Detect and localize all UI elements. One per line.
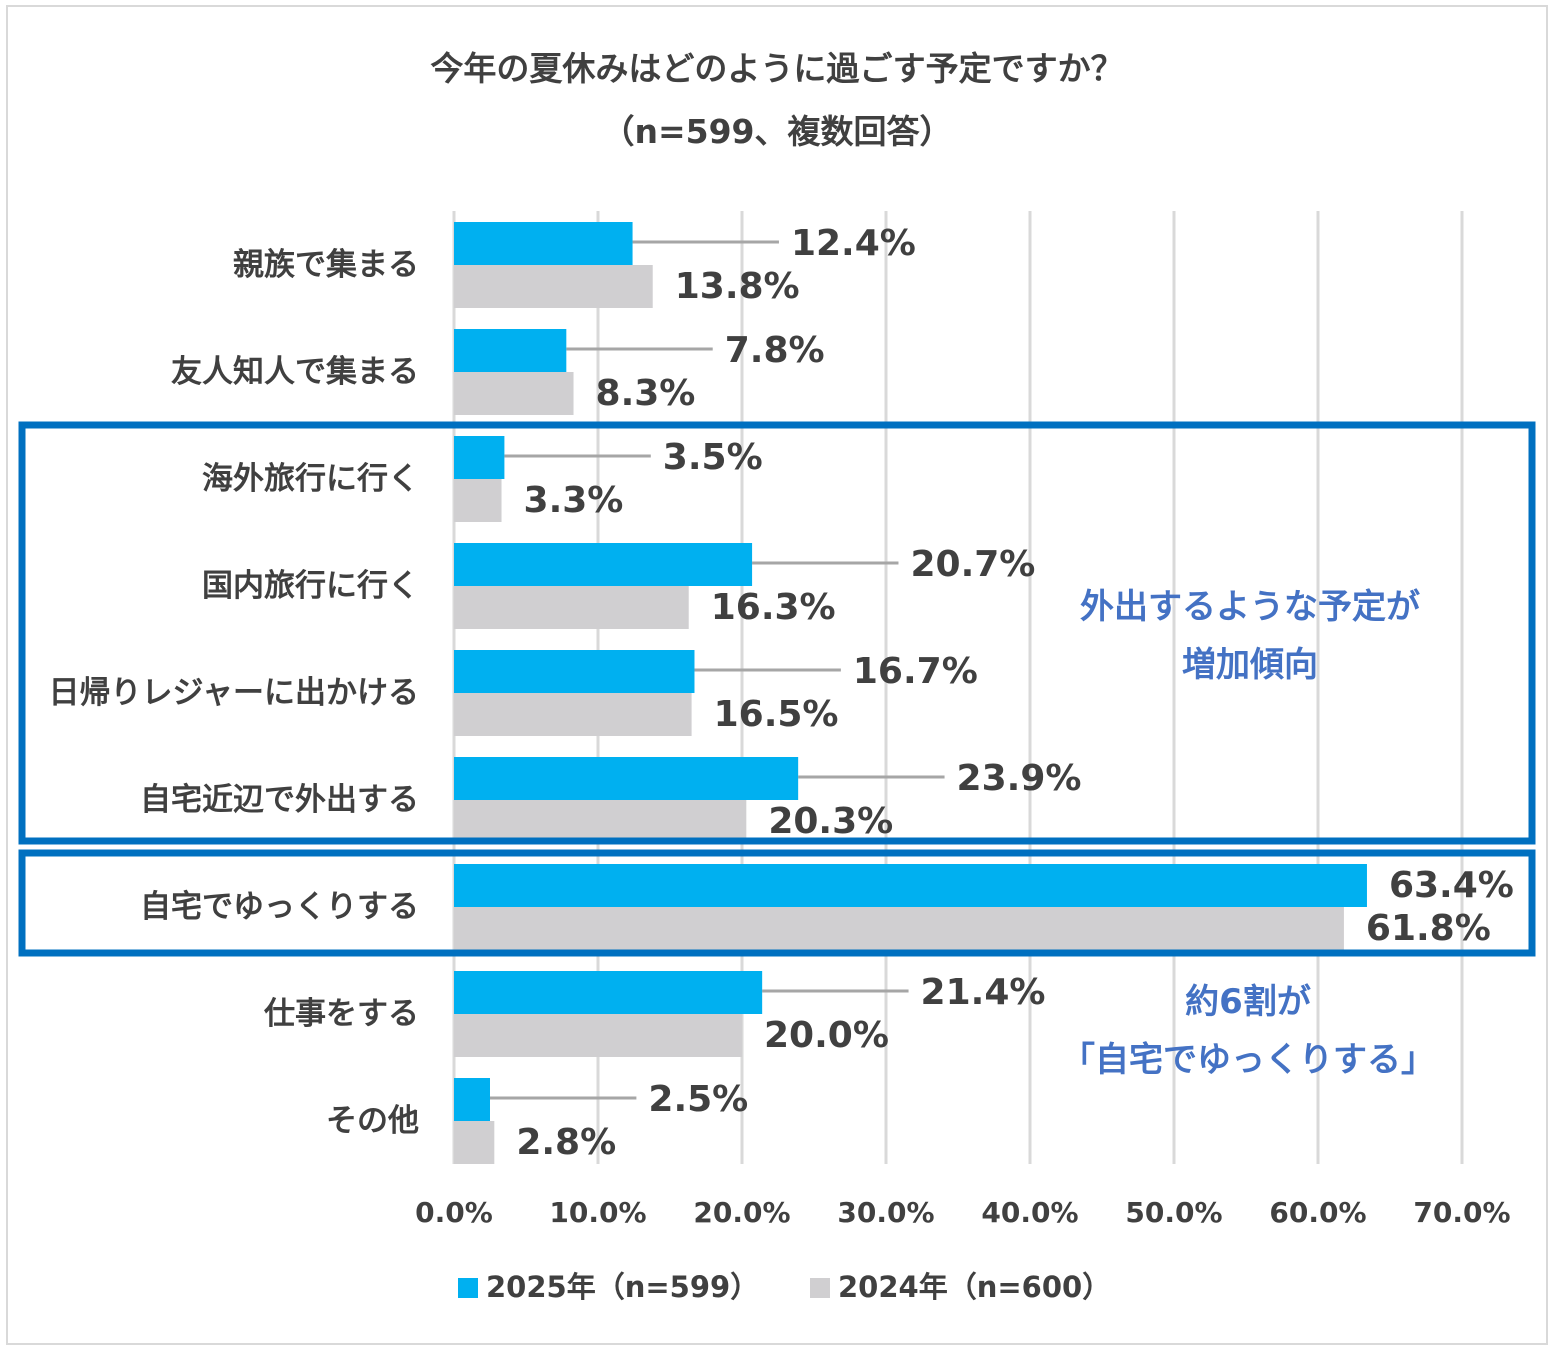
category-label-8: その他 (326, 1103, 419, 1139)
category-label-0: 親族で集まる (233, 247, 419, 283)
legend-swatch-2024 (810, 1278, 830, 1298)
annotation-home-line1: 約6割が (1185, 982, 1311, 1022)
annotation-home-line2: 「自宅でゆっくりする」 (1061, 1040, 1435, 1080)
legend-swatch-2025 (458, 1278, 478, 1298)
x-tick-label-0: 0.0% (415, 1196, 493, 1229)
value-label-2025-4: 16.7% (853, 651, 978, 692)
category-label-2: 海外旅行に行く (202, 461, 419, 497)
bar-2024-1 (454, 372, 574, 415)
bar-2024-6 (454, 907, 1344, 950)
value-label-2025-7: 21.4% (921, 972, 1046, 1013)
x-tick-label-3: 30.0% (837, 1196, 934, 1229)
legend: 2025年（n=599） 2024年（n=600） (458, 1270, 1111, 1304)
value-label-2024-4: 16.5% (714, 694, 839, 735)
bar-2024-2 (454, 479, 502, 522)
bars (454, 222, 1367, 1164)
category-label-6: 自宅でゆっくりする (140, 889, 419, 925)
value-label-2024-7: 20.0% (764, 1015, 889, 1056)
category-label-4: 日帰りレジャーに出かける (49, 675, 419, 711)
value-label-2025-8: 2.5% (648, 1079, 748, 1120)
value-label-2024-0: 13.8% (675, 266, 800, 307)
x-tick-label-1: 10.0% (549, 1196, 646, 1229)
value-label-2024-5: 20.3% (768, 801, 893, 842)
value-label-2025-0: 12.4% (791, 223, 916, 264)
bar-2024-8 (454, 1121, 495, 1164)
legend-label-2024: 2024年（n=600） (838, 1270, 1111, 1304)
x-tick-label-2: 20.0% (693, 1196, 790, 1229)
annotation-outing-line2: 増加傾向 (1182, 645, 1318, 685)
chart-title: 今年の夏休みはどのように過ごす予定ですか？ (430, 49, 1123, 88)
value-label-2025-6: 63.4% (1389, 865, 1514, 906)
chart-subtitle: （n=599、複数回答） (601, 112, 952, 151)
category-label-3: 国内旅行に行く (202, 568, 419, 604)
value-labels: 12.4%13.8% 7.8% 8.3% 3.5% 3.3% 20.7% 16.3% 16.7… (516, 223, 1514, 1163)
value-label-2024-1: 8.3% (596, 373, 696, 414)
x-tick-label-6: 60.0% (1269, 1196, 1366, 1229)
label-leaders (490, 240, 945, 1100)
value-label-2024-2: 3.3% (524, 480, 624, 521)
category-label-5: 自宅近辺で外出する (140, 782, 419, 818)
bar-2025-3 (454, 543, 753, 586)
x-tick-label-5: 50.0% (1125, 1196, 1222, 1229)
value-label-2024-6: 61.8% (1366, 908, 1491, 949)
value-label-2024-3: 16.3% (711, 587, 836, 628)
value-label-2025-3: 20.7% (910, 544, 1035, 585)
bar-2024-5 (454, 800, 747, 843)
annotation-outing-line1: 外出するような予定が (1080, 587, 1420, 627)
value-label-2025-1: 7.8% (725, 330, 825, 371)
bar-2025-5 (454, 757, 799, 800)
highlight-box-home (18, 849, 1536, 957)
x-tick-label-7: 70.0% (1413, 1196, 1510, 1229)
bar-2025-8 (454, 1078, 490, 1121)
x-tick-label-4: 40.0% (981, 1196, 1078, 1229)
bar-2024-4 (454, 693, 692, 736)
category-labels: 親族で集まる友人知人で集まる海外旅行に行く国内旅行に行く日帰りレジャーに出かける… (49, 247, 419, 1139)
value-label-2024-8: 2.8% (516, 1122, 616, 1163)
bar-2025-2 (454, 436, 505, 479)
value-label-2025-5: 23.9% (957, 758, 1082, 799)
bar-2025-7 (454, 971, 763, 1014)
highlight-box-outing (18, 421, 1536, 845)
category-label-1: 友人知人で集まる (171, 354, 419, 390)
bar-2024-7 (454, 1014, 742, 1057)
bar-2024-0 (454, 265, 653, 308)
bar-2025-4 (454, 650, 695, 693)
bar-2024-3 (454, 586, 689, 629)
value-label-2025-2: 3.5% (663, 437, 763, 478)
chart-frame (6, 5, 1548, 1345)
bar-2025-6 (454, 864, 1367, 907)
category-label-7: 仕事をする (264, 996, 419, 1032)
bar-2025-1 (454, 329, 567, 372)
legend-label-2025: 2025年（n=599） (486, 1270, 759, 1304)
bar-2025-0 (454, 222, 633, 265)
x-tick-labels: 0.0% 10.0% 20.0% 30.0% 40.0% 50.0% 60.0% 70.0% (415, 1196, 1510, 1229)
